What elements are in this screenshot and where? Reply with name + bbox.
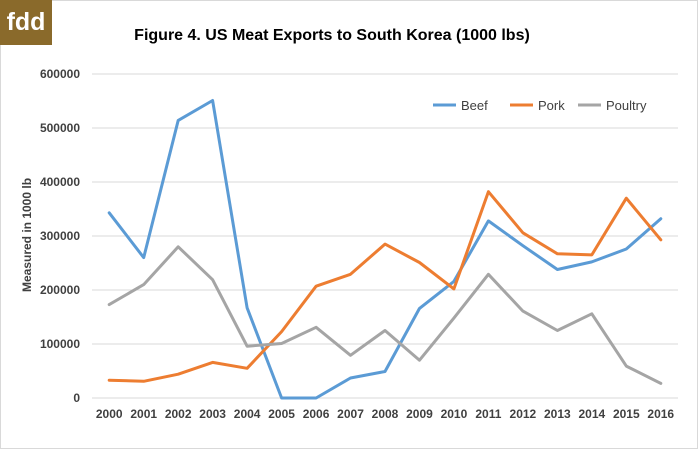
x-tick-label: 2002	[165, 407, 192, 421]
series-lines	[107, 99, 663, 400]
x-tick-label: 2003	[199, 407, 226, 421]
x-tick-label: 2004	[234, 407, 261, 421]
legend: Beef Pork Poultry	[433, 98, 647, 113]
x-tick-label: 2014	[578, 407, 605, 421]
x-tick-label: 2006	[303, 407, 330, 421]
legend-label-pork: Pork	[538, 98, 565, 113]
fdd-logo: fdd	[0, 0, 52, 45]
x-tick-label: 2000	[96, 407, 123, 421]
legend-label-beef: Beef	[461, 98, 488, 113]
x-tick-label: 2009	[406, 407, 433, 421]
series-line-pork	[107, 190, 663, 383]
x-tick-label: 2015	[613, 407, 640, 421]
y-axis-label: Measured in 1000 lb	[20, 178, 34, 292]
x-tick-label: 2011	[475, 407, 501, 421]
series-line-poultry	[107, 245, 663, 385]
y-tick-label: 400000	[40, 175, 80, 189]
y-tick-label: 100000	[40, 337, 80, 351]
x-tick-label: 2013	[544, 407, 571, 421]
y-tick-label: 500000	[40, 121, 80, 135]
x-tick-label: 2008	[372, 407, 399, 421]
x-tick-label: 2016	[647, 407, 674, 421]
x-axis-ticks: 2000 2001 2002 2003 2004 2005 2006 2007 2008 2009…	[96, 407, 675, 421]
gridlines	[92, 73, 678, 399]
series-line-beef	[107, 99, 663, 400]
y-tick-label: 200000	[40, 283, 80, 297]
y-tick-label: 0	[73, 391, 80, 405]
y-axis-ticks: 0 100000 200000 300000 400000 500000 600000	[40, 67, 80, 405]
y-tick-label: 300000	[40, 229, 80, 243]
x-tick-label: 2001	[130, 407, 157, 421]
x-tick-label: 2012	[510, 407, 537, 421]
x-tick-label: 2007	[337, 407, 364, 421]
chart-title: Figure 4. US Meat Exports to South Korea…	[134, 27, 530, 44]
y-tick-label: 600000	[40, 67, 80, 81]
x-tick-label: 2010	[441, 407, 468, 421]
x-tick-label: 2005	[268, 407, 295, 421]
legend-label-poultry: Poultry	[606, 98, 647, 113]
